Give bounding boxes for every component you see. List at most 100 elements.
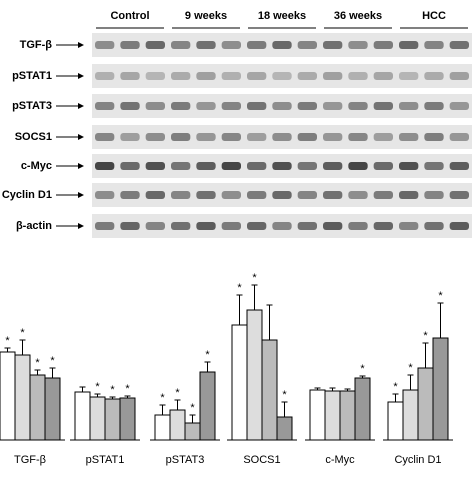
lane-group-label: 9 weeks xyxy=(185,10,227,22)
bar xyxy=(417,367,434,441)
blot-band xyxy=(297,162,317,170)
bar xyxy=(184,422,201,441)
blot-band xyxy=(196,133,216,141)
blot-band xyxy=(424,72,444,80)
lane-group-label: HCC xyxy=(422,10,446,22)
blot-band xyxy=(196,191,216,199)
blot-band xyxy=(145,191,165,199)
blot-band xyxy=(323,72,343,80)
blot-band xyxy=(272,222,292,230)
blot-band xyxy=(95,162,115,170)
row-label: Cyclin D1 xyxy=(2,189,52,201)
row-label: pSTAT1 xyxy=(12,70,52,82)
blot-band xyxy=(424,191,444,199)
blot-band xyxy=(449,133,469,141)
blot-band xyxy=(171,102,191,110)
blot-band xyxy=(424,162,444,170)
lane-group-label: Control xyxy=(110,10,149,22)
blot-band xyxy=(297,72,317,80)
blot-band xyxy=(145,162,165,170)
blot-band xyxy=(247,191,267,199)
blot-band xyxy=(95,133,115,141)
blot-band xyxy=(449,102,469,110)
blot-band xyxy=(424,222,444,230)
blot-band xyxy=(95,191,115,199)
x-tick-label: SOCS1 xyxy=(243,454,280,466)
blot-band xyxy=(120,133,140,141)
bar xyxy=(231,324,248,441)
blot-band xyxy=(120,102,140,110)
blot-band xyxy=(145,102,165,110)
row-arrowhead xyxy=(78,42,84,48)
blot-band xyxy=(424,102,444,110)
significance-marker: * xyxy=(423,330,428,342)
blot-band xyxy=(348,133,368,141)
row-label: TGF-β xyxy=(20,39,53,51)
bar xyxy=(309,389,326,441)
blot-band xyxy=(196,162,216,170)
bar xyxy=(154,414,171,441)
blot-band xyxy=(272,72,292,80)
blot-band xyxy=(196,222,216,230)
blot-band xyxy=(323,191,343,199)
blot-band xyxy=(272,191,292,199)
blot-band xyxy=(221,191,241,199)
significance-marker: * xyxy=(438,290,443,302)
blot-band xyxy=(95,102,115,110)
blot-band xyxy=(120,72,140,80)
row-label: SOCS1 xyxy=(15,131,52,143)
bar xyxy=(0,351,16,441)
bar xyxy=(354,377,371,441)
blot-band xyxy=(348,191,368,199)
blot-band xyxy=(171,133,191,141)
significance-marker: * xyxy=(5,335,10,347)
row-label: β-actin xyxy=(16,220,52,232)
bar xyxy=(104,398,121,441)
blot-band xyxy=(424,133,444,141)
blot-band xyxy=(373,191,393,199)
blot-strip xyxy=(92,64,472,88)
blot-band xyxy=(348,41,368,49)
blot-band xyxy=(399,162,419,170)
blot-band xyxy=(297,222,317,230)
blot-band xyxy=(145,41,165,49)
x-tick-label: pSTAT3 xyxy=(166,454,205,466)
blot-band xyxy=(297,102,317,110)
blot-band xyxy=(145,72,165,80)
x-tick-label: c-Myc xyxy=(325,454,355,466)
bar xyxy=(387,401,404,441)
bar xyxy=(199,371,216,441)
significance-marker: * xyxy=(20,327,25,339)
x-tick-label: TGF-β xyxy=(14,454,46,466)
significance-marker: * xyxy=(282,389,287,401)
blot-band xyxy=(171,162,191,170)
blot-band xyxy=(272,41,292,49)
significance-marker: * xyxy=(160,392,165,404)
blot-band xyxy=(196,102,216,110)
row-arrowhead xyxy=(78,163,84,169)
blot-band xyxy=(399,222,419,230)
blot-band xyxy=(348,222,368,230)
significance-marker: * xyxy=(110,384,115,396)
blot-band xyxy=(171,191,191,199)
blot-band xyxy=(323,162,343,170)
blot-band xyxy=(120,41,140,49)
row-arrowhead xyxy=(78,103,84,109)
bar xyxy=(44,377,61,441)
blot-band xyxy=(449,191,469,199)
blot-band xyxy=(399,41,419,49)
blot-band xyxy=(247,222,267,230)
blot-band xyxy=(348,162,368,170)
significance-marker: * xyxy=(50,355,55,367)
blot-band xyxy=(348,72,368,80)
blot-band xyxy=(297,191,317,199)
x-tick-label: pSTAT1 xyxy=(86,454,125,466)
blot-band xyxy=(399,133,419,141)
blot-band xyxy=(399,191,419,199)
blot-band xyxy=(272,102,292,110)
significance-marker: * xyxy=(95,381,100,393)
blot-band xyxy=(323,41,343,49)
blot-band xyxy=(348,102,368,110)
row-arrowhead xyxy=(78,223,84,229)
